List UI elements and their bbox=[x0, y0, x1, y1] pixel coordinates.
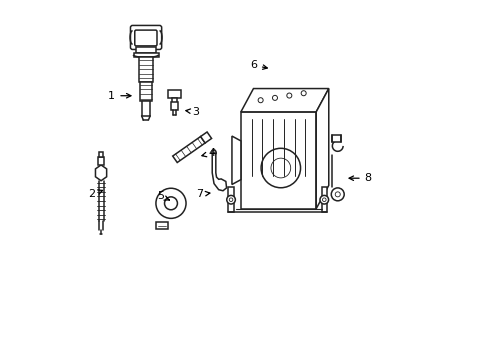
Text: 7: 7 bbox=[196, 189, 209, 199]
Bar bbox=[99, 152, 103, 157]
Bar bbox=[168, 90, 181, 98]
Circle shape bbox=[226, 195, 235, 204]
Circle shape bbox=[322, 198, 325, 202]
Bar bbox=[139, 57, 153, 82]
Text: 2: 2 bbox=[88, 189, 102, 199]
Polygon shape bbox=[231, 136, 241, 184]
FancyBboxPatch shape bbox=[135, 30, 157, 46]
Polygon shape bbox=[200, 132, 211, 143]
Bar bbox=[332, 135, 341, 142]
FancyBboxPatch shape bbox=[130, 26, 162, 49]
Circle shape bbox=[319, 195, 328, 204]
Text: 8: 8 bbox=[348, 173, 371, 183]
Polygon shape bbox=[172, 136, 204, 162]
Circle shape bbox=[270, 158, 290, 178]
Circle shape bbox=[301, 91, 305, 96]
Text: 5: 5 bbox=[157, 191, 169, 201]
Polygon shape bbox=[228, 187, 233, 212]
Polygon shape bbox=[134, 53, 159, 57]
Bar bbox=[98, 157, 104, 165]
Polygon shape bbox=[212, 153, 226, 191]
Circle shape bbox=[258, 98, 263, 103]
Bar bbox=[156, 222, 167, 229]
Circle shape bbox=[156, 188, 185, 219]
Circle shape bbox=[286, 93, 291, 98]
Bar bbox=[171, 102, 178, 110]
Polygon shape bbox=[316, 89, 328, 209]
Circle shape bbox=[164, 197, 177, 210]
Circle shape bbox=[330, 188, 344, 201]
Bar bbox=[142, 102, 150, 116]
Circle shape bbox=[272, 95, 277, 100]
Bar bbox=[241, 112, 316, 209]
Circle shape bbox=[261, 148, 300, 188]
Text: 6: 6 bbox=[249, 60, 267, 70]
Bar bbox=[140, 82, 152, 102]
Polygon shape bbox=[321, 187, 326, 212]
Polygon shape bbox=[241, 89, 328, 112]
Text: 1: 1 bbox=[108, 91, 131, 101]
Text: 3: 3 bbox=[185, 107, 199, 117]
Circle shape bbox=[229, 198, 232, 202]
Text: 4: 4 bbox=[202, 148, 215, 158]
Circle shape bbox=[335, 192, 340, 197]
Bar bbox=[136, 47, 156, 53]
Bar bbox=[172, 98, 177, 103]
Polygon shape bbox=[95, 165, 106, 181]
